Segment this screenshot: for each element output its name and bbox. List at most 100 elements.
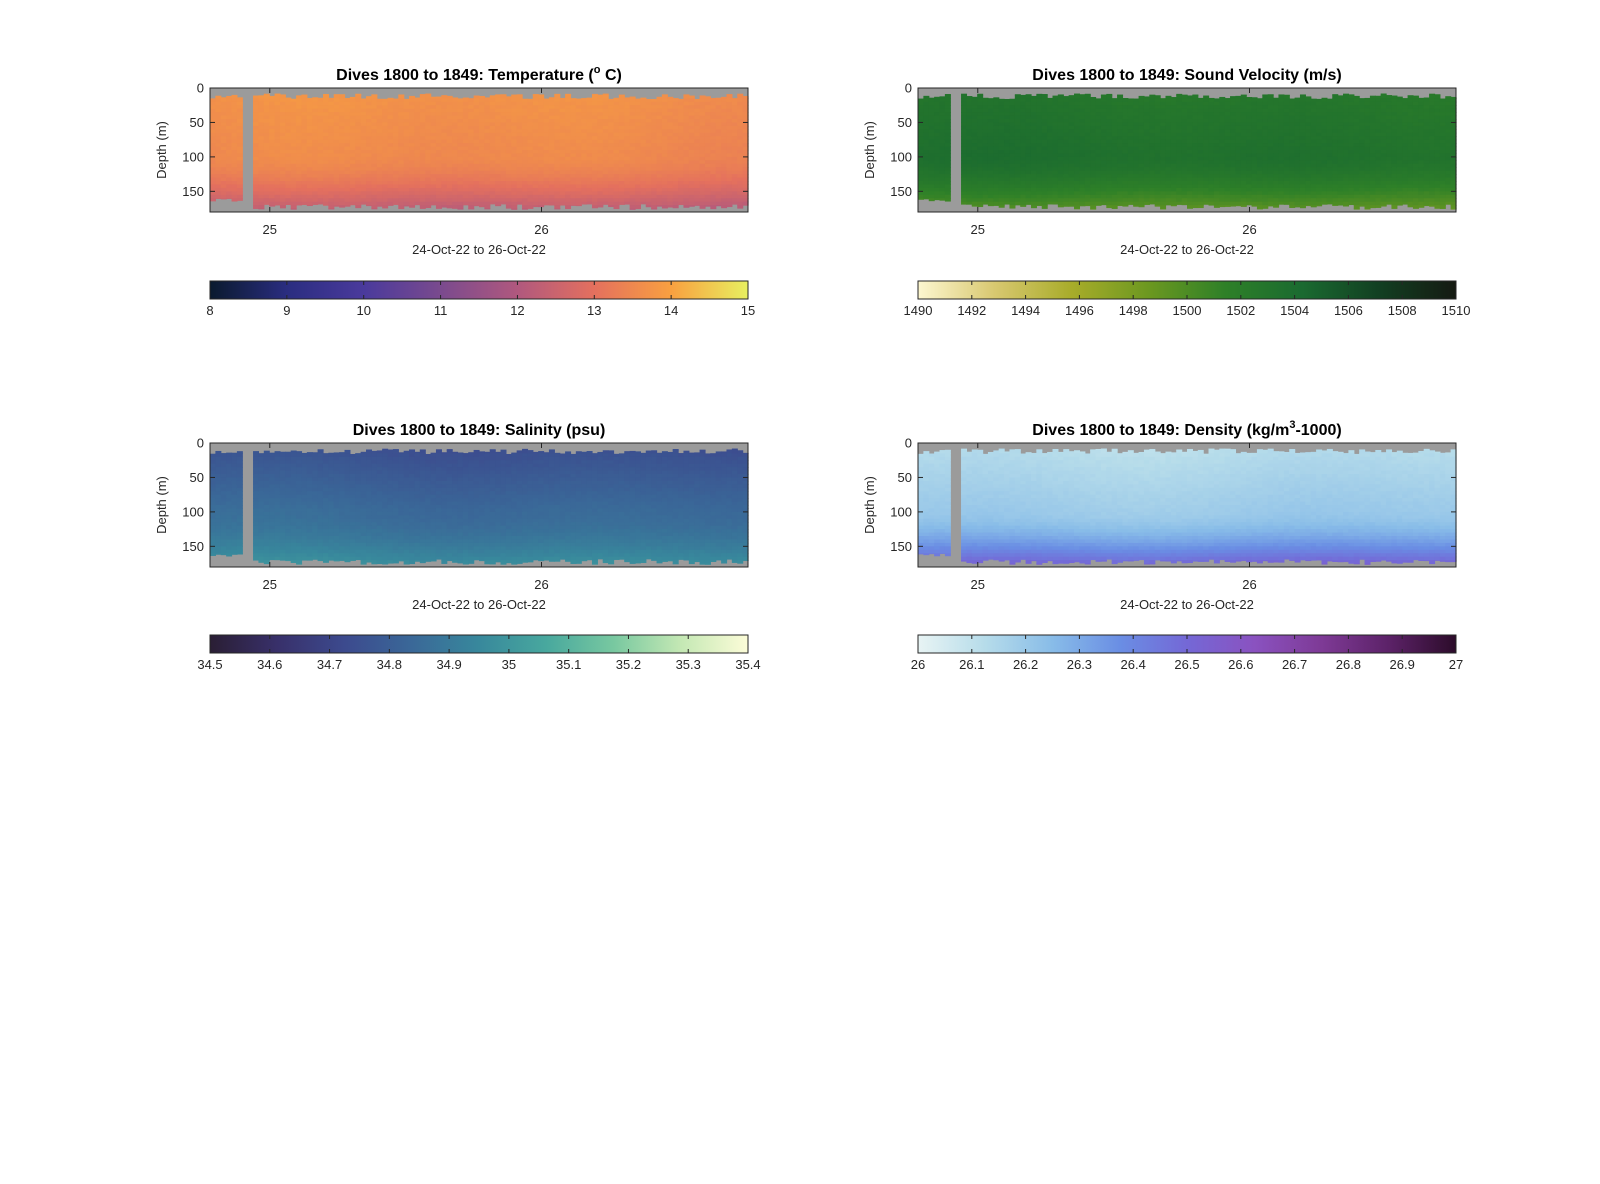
heatmap-cell [1160, 116, 1166, 120]
heatmap-cell [929, 112, 935, 116]
heatmap-cell [468, 209, 474, 210]
heatmap-cell [1031, 109, 1037, 113]
heatmap-cell [993, 191, 999, 195]
heatmap-cell [662, 143, 668, 147]
heatmap-cell [350, 198, 356, 202]
heatmap-cell [640, 198, 646, 202]
heatmap-cell [646, 167, 652, 171]
heatmap-cell [1133, 174, 1139, 178]
heatmap-cell [1149, 129, 1155, 133]
heatmap-cell [533, 178, 539, 182]
heatmap-cell [533, 188, 539, 192]
heatmap-cell [291, 157, 297, 161]
heatmap-cell [1112, 178, 1118, 182]
heatmap-cell [253, 181, 259, 185]
heatmap-cell [1063, 178, 1069, 182]
heatmap-cell [657, 140, 663, 144]
heatmap-cell [581, 178, 587, 182]
heatmap-cell [527, 205, 533, 209]
heatmap-cell [1085, 167, 1091, 171]
heatmap-cell [549, 136, 555, 140]
heatmap-cell [732, 191, 738, 195]
heatmap-cell [1171, 116, 1177, 120]
heatmap-cell [705, 167, 711, 171]
heatmap-cell [291, 178, 297, 182]
heatmap-cell [452, 178, 458, 182]
heatmap-cell [1149, 143, 1155, 147]
heatmap-cell [635, 174, 641, 178]
heatmap-cell [1144, 181, 1150, 185]
heatmap-cell [923, 181, 929, 185]
heatmap-cell [732, 184, 738, 188]
heatmap-cell [929, 143, 935, 147]
heatmap-cell [431, 126, 437, 130]
heatmap-cell [988, 133, 994, 137]
heatmap-cell [1149, 98, 1155, 102]
heatmap-cell [988, 98, 994, 102]
heatmap-cell [726, 164, 732, 168]
heatmap-cell [414, 198, 420, 202]
heatmap-cell [1209, 150, 1215, 154]
heatmap-cell [1058, 167, 1064, 171]
heatmap-cell [624, 181, 630, 185]
heatmap-cell [662, 205, 668, 208]
heatmap-cell [1128, 174, 1134, 178]
heatmap-cell [210, 191, 216, 195]
heatmap-cell [732, 160, 738, 164]
heatmap-cell [732, 181, 738, 185]
heatmap-cell [285, 126, 291, 130]
heatmap-cell [694, 171, 700, 175]
heatmap-cell [705, 143, 711, 147]
heatmap-cell [501, 157, 507, 161]
heatmap-cell [1155, 167, 1161, 171]
heatmap-cell [237, 150, 243, 154]
heatmap-cell [662, 105, 668, 109]
heatmap-cell [291, 171, 297, 175]
heatmap-cell [646, 122, 652, 126]
heatmap-cell [716, 184, 722, 188]
heatmap-cell [420, 153, 426, 157]
heatmap-cell [945, 181, 951, 185]
heatmap-cell [1176, 150, 1182, 154]
heatmap-cell [345, 133, 351, 137]
heatmap-cell [993, 112, 999, 116]
heatmap-cell [232, 119, 238, 123]
heatmap-cell [431, 181, 437, 185]
heatmap-cell [683, 95, 689, 99]
heatmap-cell [1079, 150, 1085, 154]
heatmap-cell [1026, 181, 1032, 185]
heatmap-cell [1165, 119, 1171, 123]
heatmap-cell [597, 112, 603, 116]
heatmap-cell [474, 112, 480, 116]
heatmap-cell [565, 150, 571, 154]
heatmap-cell [479, 188, 485, 192]
heatmap-cell [339, 98, 345, 102]
heatmap-cell [506, 112, 512, 116]
heatmap-cell [522, 136, 528, 140]
heatmap-cell [355, 205, 361, 208]
heatmap-cell [549, 147, 555, 151]
heatmap-cell [1187, 181, 1193, 185]
heatmap-cell [1096, 122, 1102, 126]
heatmap-cell [1079, 147, 1085, 151]
heatmap-cell [918, 181, 924, 185]
heatmap-cell [479, 116, 485, 120]
heatmap-cell [232, 95, 238, 99]
heatmap-cell [495, 195, 501, 199]
heatmap-cell [431, 195, 437, 199]
heatmap-cell [328, 188, 334, 192]
heatmap-cell [495, 143, 501, 147]
heatmap-cell [923, 153, 929, 157]
heatmap-cell [1112, 98, 1118, 102]
heatmap-cell [447, 174, 453, 178]
heatmap-cell [1106, 140, 1112, 144]
heatmap-cell [1015, 147, 1021, 151]
heatmap-cell [1176, 160, 1182, 164]
heatmap-cell [1117, 184, 1123, 188]
heatmap-cell [1009, 157, 1015, 161]
heatmap-cell [215, 147, 221, 151]
heatmap-cell [1144, 105, 1150, 109]
heatmap-cell [479, 195, 485, 199]
heatmap-cell [716, 195, 722, 199]
heatmap-cell [264, 191, 270, 195]
